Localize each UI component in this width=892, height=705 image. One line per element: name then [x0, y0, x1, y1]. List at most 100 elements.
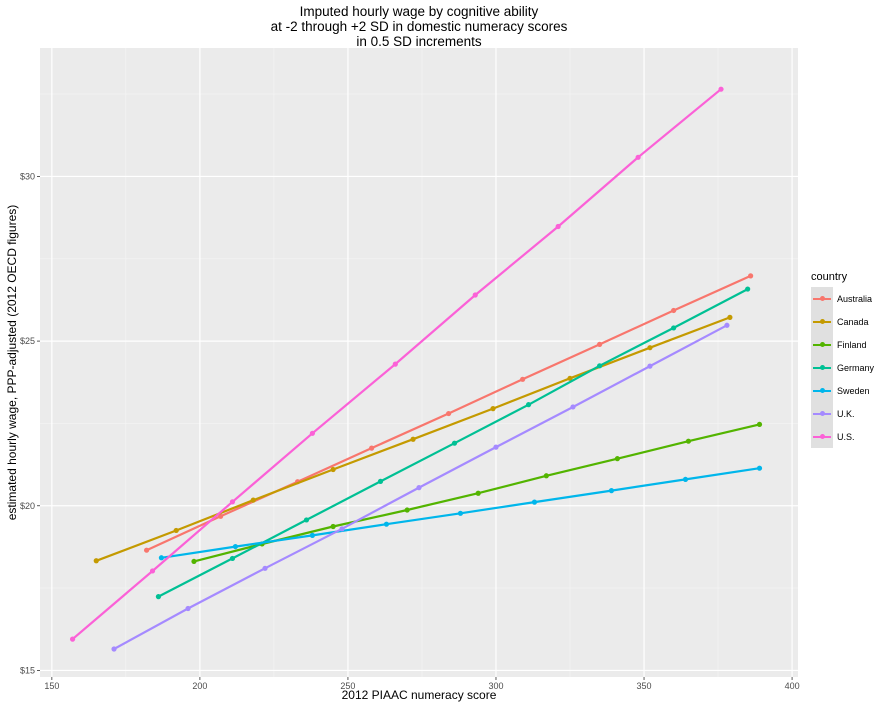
data-point-u-s: [309, 430, 316, 436]
chart-title-line-3: in 0.5 SD increments: [356, 34, 482, 49]
data-point-finland: [543, 473, 549, 479]
data-point-finland: [756, 421, 763, 428]
data-point-u-k: [185, 605, 191, 612]
legend-label-canada: Canada: [837, 316, 869, 327]
data-point-u-s: [718, 86, 724, 92]
data-point-australia: [597, 341, 603, 347]
data-point-sweden: [531, 499, 538, 505]
data-point-sweden: [756, 465, 763, 471]
data-point-germany: [451, 440, 458, 446]
data-point-u-s: [555, 223, 561, 230]
data-point-germany: [303, 517, 310, 523]
data-point-finland: [614, 456, 620, 462]
data-point-u-s: [472, 292, 478, 298]
legend-key-dot: [819, 434, 825, 439]
legend-item-sweden: Sweden: [811, 379, 874, 402]
legend-item-canada: Canada: [811, 310, 874, 333]
data-point-u-k: [724, 322, 730, 328]
data-point-finland: [330, 523, 336, 530]
legend-item-finland: Finland: [811, 333, 874, 356]
legend-key-australia: [811, 287, 833, 310]
data-point-u-k: [262, 565, 268, 571]
x-tick-label: 400: [785, 681, 800, 691]
data-point-canada: [410, 436, 416, 442]
legend-key-finland: [811, 333, 833, 356]
data-point-sweden: [608, 488, 615, 494]
legend-label-finland: Finland: [837, 339, 867, 350]
x-axis-title: 2012 PIAAC numeracy score: [342, 688, 497, 702]
data-point-canada: [330, 466, 336, 473]
x-tick-label: 300: [488, 681, 503, 691]
data-point-u-s: [229, 499, 236, 505]
legend-label-u-s: U.S.: [837, 431, 855, 442]
legend-key-sweden: [811, 379, 833, 402]
data-point-sweden: [158, 555, 164, 561]
data-point-canada: [173, 527, 179, 534]
data-point-u-s: [392, 361, 398, 367]
data-point-finland: [404, 507, 410, 513]
y-tick-label: $30: [20, 171, 35, 181]
legend-items: Australia Canada Finland Germany Sweden U.K. U…: [811, 287, 874, 448]
data-point-canada: [490, 406, 496, 412]
data-point-u-k: [111, 646, 117, 652]
y-tick-label: $25: [20, 336, 35, 346]
data-point-germany: [745, 286, 751, 292]
x-tick-label: 150: [44, 681, 59, 691]
legend-key-dot: [819, 319, 825, 324]
legend-label-u-k: U.K.: [837, 408, 855, 419]
data-point-australia: [143, 547, 150, 553]
data-point-germany: [155, 594, 162, 600]
chart-title-line-1: Imputed hourly wage by cognitive ability: [299, 4, 539, 19]
data-point-sweden: [309, 532, 316, 538]
chart-title-line-2: at -2 through +2 SD in domestic numeracy…: [270, 19, 568, 34]
legend-key-dot: [819, 365, 825, 370]
data-point-finland: [475, 490, 481, 496]
legend-item-australia: Australia: [811, 287, 874, 310]
x-tick-label: 200: [192, 681, 207, 691]
data-point-canada: [93, 558, 99, 564]
y-axis-title: estimated hourly wage, PPP-adjusted (201…: [5, 205, 19, 521]
data-point-canada: [647, 345, 653, 351]
data-point-australia: [446, 410, 452, 417]
data-point-sweden: [383, 521, 390, 527]
data-point-sweden: [232, 543, 239, 550]
y-tick-label: $15: [20, 665, 35, 675]
legend-label-germany: Germany: [837, 362, 875, 373]
legend-label-sweden: Sweden: [837, 385, 870, 396]
legend-key-dot: [819, 342, 825, 347]
legend-key-canada: [811, 310, 833, 333]
legend-title: country: [811, 271, 848, 283]
data-point-u-s: [149, 568, 156, 574]
data-point-germany: [671, 325, 677, 331]
y-tick-label: $20: [20, 501, 35, 511]
legend-key-dot: [819, 296, 825, 301]
legend-label-australia: Australia: [837, 293, 873, 304]
data-point-canada: [250, 497, 256, 503]
x-tick-label: 250: [340, 681, 355, 691]
data-point-canada: [727, 314, 733, 320]
data-point-u-k: [493, 444, 499, 450]
legend-key-dot: [819, 388, 825, 393]
legend-key-germany: [811, 356, 833, 379]
x-tick-label: 350: [637, 681, 652, 691]
data-point-u-k: [647, 363, 653, 369]
data-point-u-k: [416, 485, 422, 491]
data-point-australia: [520, 376, 526, 382]
data-point-sweden: [682, 476, 689, 483]
data-point-u-s: [635, 154, 641, 160]
data-point-u-s: [69, 636, 76, 642]
data-point-u-k: [570, 404, 576, 410]
legend-key-u-k: [811, 402, 833, 425]
plot-panel: [40, 48, 798, 677]
legend-item-u-k: U.K.: [811, 402, 874, 425]
legend-item-u-s: U.S.: [811, 425, 874, 448]
data-point-germany: [597, 363, 603, 369]
data-point-australia: [671, 307, 677, 314]
legend-key-u-s: [811, 425, 833, 448]
data-point-germany: [377, 478, 384, 484]
data-point-australia: [748, 273, 754, 279]
legend: country Australia Canada Finland Germany Swe…: [811, 271, 874, 448]
data-point-sweden: [457, 510, 464, 516]
legend-key-dot: [819, 411, 825, 416]
